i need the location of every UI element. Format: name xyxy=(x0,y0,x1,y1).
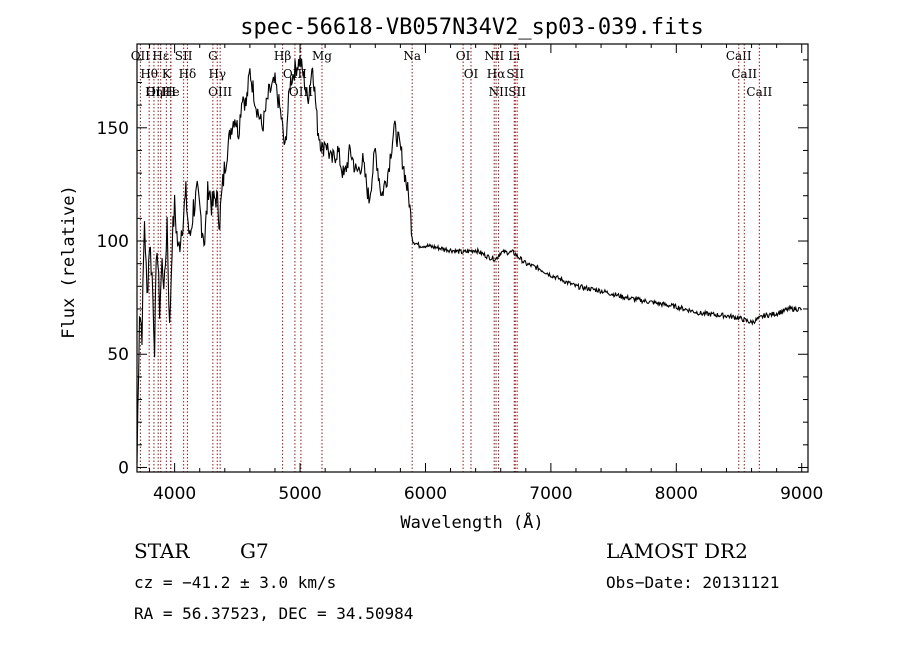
line-marker-label: G xyxy=(208,49,218,63)
x-tick-label: 9000 xyxy=(780,484,823,504)
axis-ticks: 4000 5000 6000 7000 8000 9000 0 50 100 150 xyxy=(97,44,823,504)
survey-label: LAMOST DR2 xyxy=(606,539,748,563)
obs-date-text: Obs−Date: 20131121 xyxy=(606,573,779,592)
line-marker-label: Hα xyxy=(487,67,506,81)
line-marker-label: Hη xyxy=(145,85,163,99)
line-marker-label: Hβ xyxy=(274,49,291,63)
line-marker-label: NII xyxy=(489,85,509,99)
line-marker-label: OIII xyxy=(146,85,170,99)
line-marker-label: Hδ xyxy=(179,67,197,81)
x-tick-label: 7000 xyxy=(529,484,572,504)
line-marker-label: H xyxy=(166,85,176,99)
line-marker-label: OI xyxy=(456,49,471,63)
x-tick-label: 4000 xyxy=(153,484,196,504)
line-marker-label: He xyxy=(162,85,180,99)
class-label: STAR xyxy=(134,539,190,563)
line-marker-label: SII xyxy=(506,67,524,81)
y-tick-label: 0 xyxy=(118,458,129,478)
x-tick-label: 6000 xyxy=(404,484,447,504)
coordinates-text: RA = 56.37523, DEC = 34.50984 xyxy=(134,604,413,623)
line-marker-label: OII xyxy=(131,49,151,63)
line-marker-label: SII xyxy=(175,49,193,63)
y-tick-label: 150 xyxy=(97,119,129,139)
line-marker-label: K xyxy=(162,67,172,81)
redshift-text: cz = −41.2 ± 3.0 km/s xyxy=(134,573,336,592)
y-tick-label: 100 xyxy=(97,232,129,252)
line-marker-label: NII xyxy=(484,49,504,63)
spectrum-series xyxy=(136,54,803,464)
spectrum-line xyxy=(136,54,803,464)
line-marker-label: Hε xyxy=(152,49,169,63)
line-marker-label: Mg xyxy=(312,49,332,63)
x-tick-label: 8000 xyxy=(655,484,698,504)
y-axis-label: Flux (relative) xyxy=(59,185,79,339)
x-tick-label: 5000 xyxy=(278,484,321,504)
line-marker-label: OIII xyxy=(208,85,232,99)
line-marker-label: Na xyxy=(403,49,421,63)
chart-title: spec-56618-VB057N34V2_sp03-039.fits xyxy=(240,15,704,40)
line-marker-label: Li xyxy=(508,49,520,63)
plot-frame xyxy=(136,43,809,473)
y-tick-label: 50 xyxy=(107,345,129,365)
line-marker-label: OI xyxy=(464,67,479,81)
line-marker-label: CaII xyxy=(731,67,757,81)
line-marker-label: CaII xyxy=(746,85,772,99)
line-marker-label: CaII xyxy=(726,49,752,63)
line-marker-label: Hγ xyxy=(208,67,226,81)
line-marker-label: Hθ xyxy=(140,67,158,81)
line-markers: OIIHθHηOIIIHεKHHeSIIHδGHγOIIIHβOIIIOIIIM… xyxy=(131,44,772,472)
line-marker-label: SII xyxy=(508,85,526,99)
subclass-label: G7 xyxy=(240,539,269,563)
x-axis-label: Wavelength (Å) xyxy=(400,511,543,533)
